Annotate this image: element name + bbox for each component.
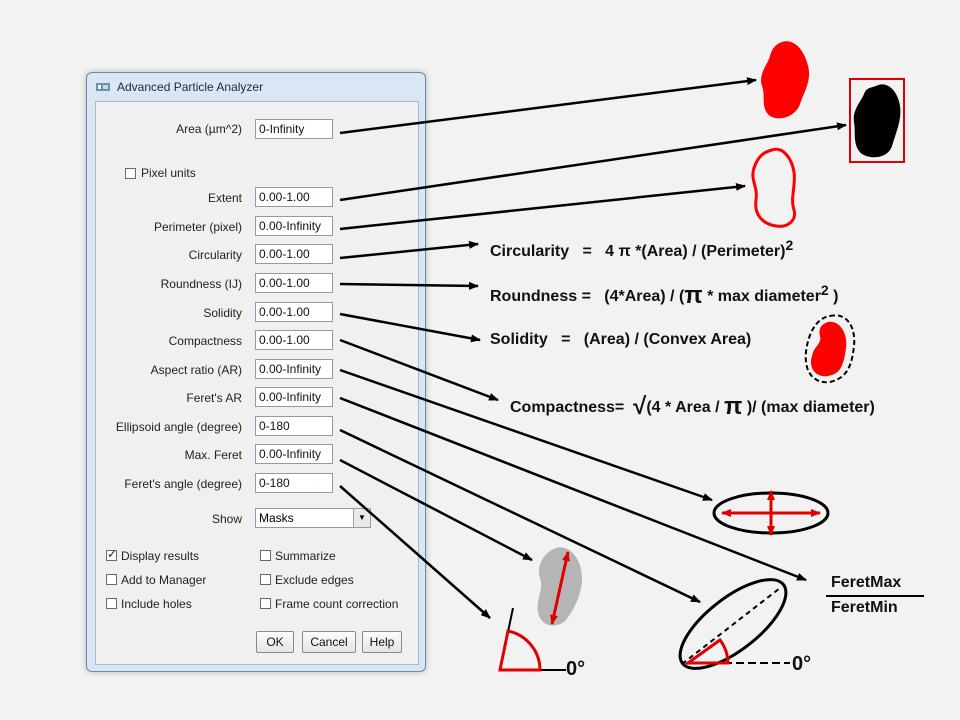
pixel-units-checkbox[interactable] [125,168,136,179]
summarize-label: Summarize [275,549,336,563]
feret-max-text: FeretMax [831,574,902,591]
arrow-perimeter [339,182,746,231]
formula-circularity: Circularity = 4 π *(Area) / (Perimeter)2 [490,237,794,260]
circularity-label: Circularity [188,248,242,262]
arrow-max-feret [339,458,533,562]
feret-angle-zero-label: 0° [566,658,586,680]
convex-hull-outline [804,314,856,384]
ellipsoid-angle-zero-label: 0° [792,653,812,675]
add-to-manager-checkbox[interactable] [106,574,117,585]
arrow-area [339,77,757,135]
arrow-ferets-angle [339,485,491,619]
display-results-checkbox[interactable]: ✓ [106,547,118,561]
ferets-ar-input[interactable] [255,387,333,407]
dialog-titlebar[interactable]: Advanced Particle Analyzer [87,73,425,101]
extent-particle-shape [853,84,901,158]
add-to-manager-label: Add to Manager [121,573,207,587]
frame-count-correction-label: Frame count correction [275,597,399,611]
display-results-label: Display results [121,549,200,563]
arrow-extent [339,122,847,202]
solidity-particle-shape [810,321,847,377]
arrow-ferets-ar [339,396,807,582]
perimeter-outline-shape [751,147,797,228]
extent-label: Extent [207,191,242,205]
circularity-input[interactable] [255,244,333,264]
compactness-label: Compactness [168,334,242,348]
ellipsoid-angle-label: Ellipsoid angle (degree) [115,420,242,434]
ellipsoid-angle-input[interactable] [255,416,333,436]
help-button[interactable]: Help [362,631,402,653]
roundness-input[interactable] [255,273,333,293]
perimeter-input[interactable] [255,216,333,236]
max-feret-label: Max. Feret [184,448,242,462]
roundness-label: Roundness (IJ) [160,277,242,291]
formula-solidity: Solidity = (Area) / (Convex Area) [490,331,752,348]
exclude-edges-label: Exclude edges [275,573,354,587]
show-select[interactable]: Masks ▼ [255,508,371,528]
chevron-down-icon[interactable]: ▼ [353,509,370,527]
checkmark-icon: ✓ [107,547,118,561]
arrow-compactness [339,338,499,402]
arrow-solidity [339,312,481,343]
ok-button[interactable]: OK [256,631,294,653]
arrow-aspect-ratio [339,368,713,502]
max-feret-input[interactable] [255,444,333,464]
area-particle-shape [761,41,810,119]
summarize-checkbox[interactable] [260,550,271,561]
arrow-roundness [339,281,479,290]
show-label: Show [211,512,242,526]
ferets-angle-label: Feret's angle (degree) [124,477,242,491]
arrow-ellipsoid-angle [339,428,701,604]
solidity-input[interactable] [255,302,333,322]
include-holes-checkbox[interactable] [106,598,117,609]
show-select-value: Masks [259,511,294,525]
aspect-ratio-input[interactable] [255,359,333,379]
pixel-units-label: Pixel units [141,166,196,180]
extent-input[interactable] [255,187,333,207]
include-holes-label: Include holes [121,597,192,611]
ferets-angle-input[interactable] [255,473,333,493]
advanced-particle-analyzer-dialog: Advanced Particle Analyzer [86,72,426,672]
feret-min-text: FeretMin [831,599,898,616]
exclude-edges-checkbox[interactable] [260,574,271,585]
area-input[interactable] [255,119,333,139]
dialog-title: Advanced Particle Analyzer [117,80,264,94]
imagej-icon [96,83,110,91]
compactness-input[interactable] [255,330,333,350]
ferets-ar-label: Feret's AR [186,391,242,405]
solidity-label: Solidity [203,306,242,320]
frame-count-correction-checkbox[interactable] [260,598,271,609]
perimeter-label: Perimeter (pixel) [153,220,242,234]
max-feret-arrow [550,551,570,625]
formula-roundness: Roundness = (4*Area) / (π * max diameter… [490,282,839,309]
ellipse-major-axis [681,587,781,665]
formula-compactness: Compactness= √(4 * Area / π )/ (max diam… [510,393,875,420]
aspect-ratio-label: Aspect ratio (AR) [150,363,242,377]
ellipsoid-angle-arc [683,637,730,665]
cancel-button[interactable]: Cancel [302,631,356,653]
feret-angle-arc [498,629,542,672]
arrow-circularity [339,240,479,260]
extent-bounding-box [849,78,905,163]
area-label: Area (µm^2) [176,122,242,136]
